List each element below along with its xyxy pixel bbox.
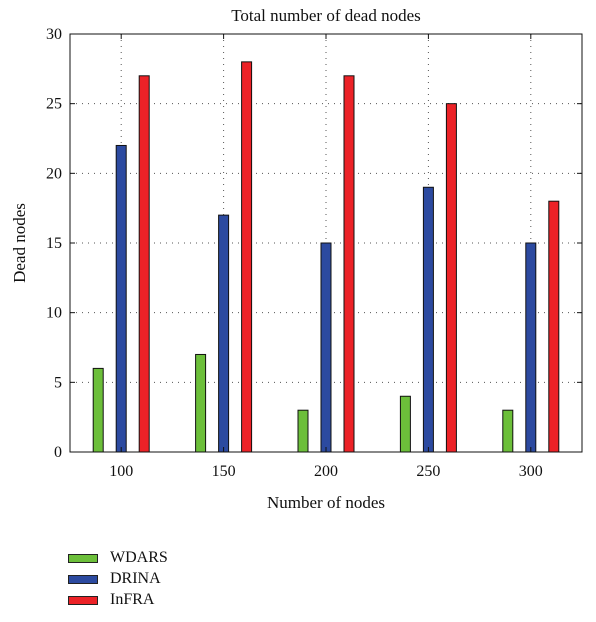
bar-wdars-150	[195, 353, 207, 453]
legend-swatch-infra	[68, 595, 98, 605]
bar-wdars-100	[92, 367, 104, 453]
y-tick-label: 25	[46, 96, 62, 113]
bar-drina-250	[422, 186, 434, 453]
x-tick-label: 100	[109, 463, 133, 480]
bar-infra-200	[343, 75, 355, 453]
legend-label-drina: DRINA	[110, 570, 161, 587]
y-tick-label: 10	[46, 305, 62, 322]
x-tick-label: 250	[416, 463, 440, 480]
bar-wdars-200	[297, 409, 309, 453]
y-axis-label: Dead nodes	[10, 203, 29, 283]
y-tick-label: 30	[46, 26, 62, 43]
legend-item-wdars: WDARS	[68, 548, 168, 568]
bar-infra-100	[138, 75, 150, 453]
y-tick-label: 15	[46, 235, 62, 252]
legend-swatch-wdars	[68, 553, 98, 563]
bars	[92, 61, 560, 453]
legend-item-drina: DRINA	[68, 569, 168, 589]
y-tick-label: 0	[54, 444, 62, 461]
y-tick-label: 5	[54, 374, 62, 391]
bar-chart: 100 150 200 250 300 0 5 10 15 20 25 30 Total number…	[10, 6, 583, 512]
axis-ticks: 100 150 200 250 300 0 5 10 15 20 25 30	[46, 26, 582, 480]
x-axis-label: Number of nodes	[267, 493, 385, 512]
legend-label-wdars: WDARS	[110, 549, 168, 566]
bar-infra-250	[445, 103, 457, 453]
legend-item-infra: InFRA	[68, 590, 168, 610]
bar-drina-150	[218, 214, 230, 453]
x-tick-label: 300	[519, 463, 543, 480]
legend-swatch-drina	[68, 574, 98, 584]
bar-drina-100	[115, 144, 127, 453]
chart-title: Total number of dead nodes	[231, 6, 421, 25]
bar-wdars-250	[399, 395, 411, 453]
bar-drina-200	[320, 242, 332, 453]
bar-wdars-300	[502, 409, 514, 453]
legend-label-infra: InFRA	[110, 591, 155, 608]
bar-drina-300	[525, 242, 537, 453]
y-tick-label: 20	[46, 165, 62, 182]
x-tick-label: 200	[314, 463, 338, 480]
legend: WDARS DRINA InFRA	[68, 548, 168, 611]
bar-infra-150	[241, 61, 253, 453]
bar-infra-300	[548, 200, 560, 453]
x-tick-label: 150	[212, 463, 236, 480]
